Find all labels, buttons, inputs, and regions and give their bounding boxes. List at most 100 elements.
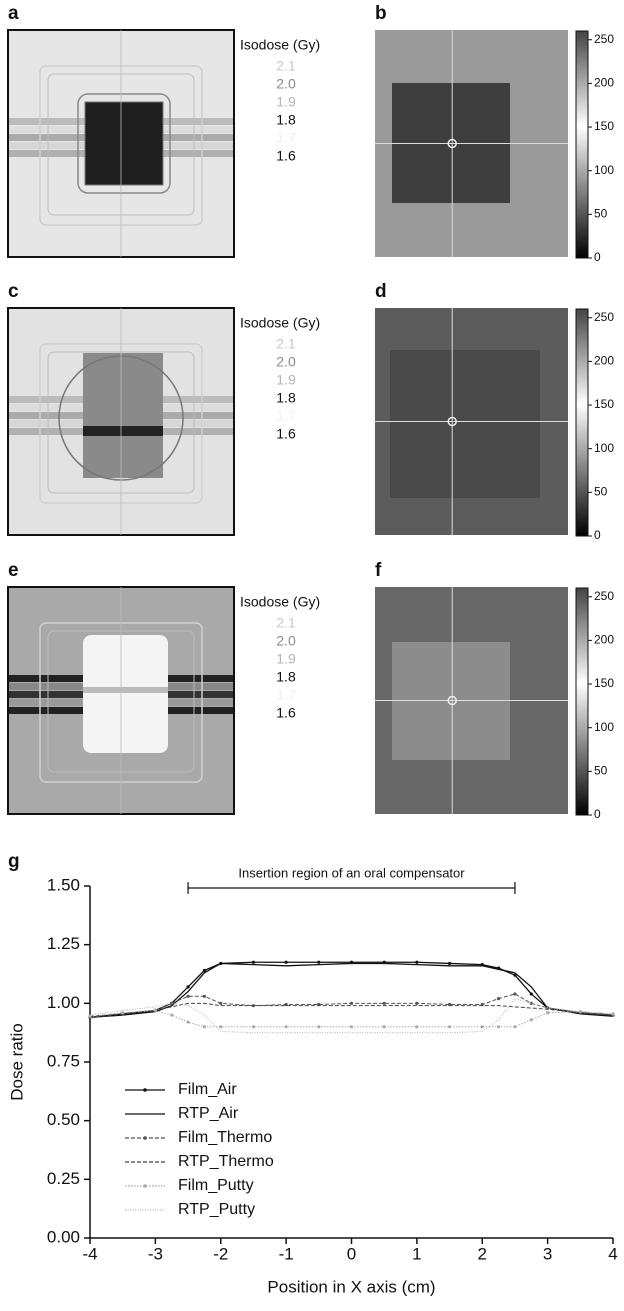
y-tick-label: 1.00 (47, 993, 80, 1012)
series-marker (317, 1025, 321, 1029)
colorbar-tick-label: 100 (594, 163, 614, 177)
field (83, 353, 163, 478)
isodose-level: 1.9 (276, 651, 296, 667)
isodose-level: 2.0 (276, 76, 296, 92)
isodose-title: Isodose (Gy) (240, 315, 320, 331)
series-line (89, 1002, 614, 1017)
isodose-level: 1.8 (276, 390, 296, 406)
series-marker (219, 1001, 223, 1005)
x-tick-label: 2 (478, 1244, 487, 1263)
series-marker (219, 1025, 223, 1029)
film-image (375, 308, 568, 535)
colorbar-tick-label: 250 (594, 32, 614, 46)
isodose-level: 2.1 (276, 615, 296, 631)
legend-label: RTP_Thermo (178, 1153, 274, 1170)
field (390, 350, 540, 498)
series-marker (415, 1025, 419, 1029)
panel-label: c (8, 281, 19, 302)
panel-label: b (375, 3, 387, 24)
y-tick-label: 0.00 (47, 1227, 80, 1246)
y-tick-label: 1.25 (47, 934, 80, 953)
colorbar (575, 30, 589, 259)
colorbar-tick-label: 150 (594, 676, 614, 690)
isodose-level: 2.0 (276, 633, 296, 649)
series-line (89, 962, 614, 1019)
series-marker (611, 1012, 615, 1016)
series-marker (529, 1001, 533, 1005)
panel-label: e (8, 560, 19, 581)
series-marker (284, 1025, 288, 1029)
legend-label: Film_Thermo (178, 1129, 272, 1146)
legend-marker (143, 1088, 147, 1092)
legend-label: RTP_Air (178, 1105, 239, 1122)
legend-marker (143, 1184, 147, 1188)
colorbar-tick-label: 200 (594, 633, 614, 647)
field-band (83, 687, 168, 693)
colorbar-tick-label: 50 (594, 485, 608, 499)
y-tick-label: 0.75 (47, 1051, 80, 1070)
series-marker (186, 994, 190, 998)
marker (447, 138, 457, 149)
marker (447, 416, 457, 427)
x-tick-label: 1 (412, 1244, 421, 1263)
x-tick-label: 3 (543, 1244, 552, 1263)
panel-label: a (8, 3, 19, 24)
panel-label: g (8, 851, 20, 872)
isodose-level: 1.6 (276, 426, 296, 442)
series-line (89, 1009, 614, 1028)
series-line (89, 961, 614, 1019)
colorbar-tick-label: 100 (594, 441, 614, 455)
x-tick-label: -3 (148, 1244, 163, 1263)
colorbar-tick-label: 200 (594, 354, 614, 368)
panel-label: d (375, 281, 387, 302)
y-tick-label: 0.25 (47, 1169, 80, 1188)
contour (77, 93, 171, 194)
y-axis-title: Dose ratio (7, 1023, 26, 1100)
series-marker (496, 997, 501, 1001)
x-tick-label: -2 (213, 1244, 228, 1263)
isodose-level: 1.8 (276, 669, 296, 685)
legend-label: Film_Air (178, 1081, 237, 1098)
colorbar (575, 308, 589, 537)
y-tick-label: 1.50 (47, 875, 80, 894)
series-marker (447, 961, 452, 966)
annotation: Insertion region of an oral compensator (238, 865, 465, 880)
legend-label: Film_Putty (178, 1177, 254, 1194)
series-marker (251, 1025, 256, 1029)
colorbar-tick-label: 250 (594, 310, 614, 324)
colorbar-tick-label: 200 (594, 76, 614, 90)
isodose-level: 1.9 (276, 94, 296, 110)
isodose-title: Isodose (Gy) (240, 594, 320, 610)
colorbar-tick-label: 0 (594, 807, 601, 821)
field (84, 101, 164, 186)
series-marker (382, 1025, 386, 1029)
series-marker (496, 1025, 501, 1029)
series-marker (88, 1014, 92, 1018)
marker (447, 695, 457, 706)
series-marker (447, 1025, 452, 1029)
series-marker (546, 1011, 550, 1015)
isodose-level: 1.9 (276, 372, 296, 388)
x-tick-label: 4 (608, 1244, 617, 1263)
series-marker (317, 960, 321, 964)
series-marker (202, 968, 207, 973)
series-line (89, 998, 614, 1034)
series-marker (186, 1020, 190, 1024)
series-marker (284, 960, 288, 964)
panel-label: f (375, 560, 382, 581)
colorbar-tick-label: 50 (594, 207, 608, 221)
x-tick-label: 0 (347, 1244, 356, 1263)
isodose-level: 1.7 (276, 408, 296, 424)
series-marker (170, 1013, 174, 1017)
isodose-level: 2.1 (276, 336, 296, 352)
isodose-level: 2.1 (276, 58, 296, 74)
legend-label: RTP_Putty (178, 1201, 255, 1218)
series-marker (578, 1009, 582, 1014)
isodose-level: 1.6 (276, 705, 296, 721)
series-marker (349, 1001, 354, 1005)
series-marker (153, 1008, 157, 1012)
colorbar-tick-label: 150 (594, 397, 614, 411)
series-marker (480, 1025, 484, 1029)
dose-image (7, 29, 235, 258)
isodose-level: 1.8 (276, 112, 296, 128)
